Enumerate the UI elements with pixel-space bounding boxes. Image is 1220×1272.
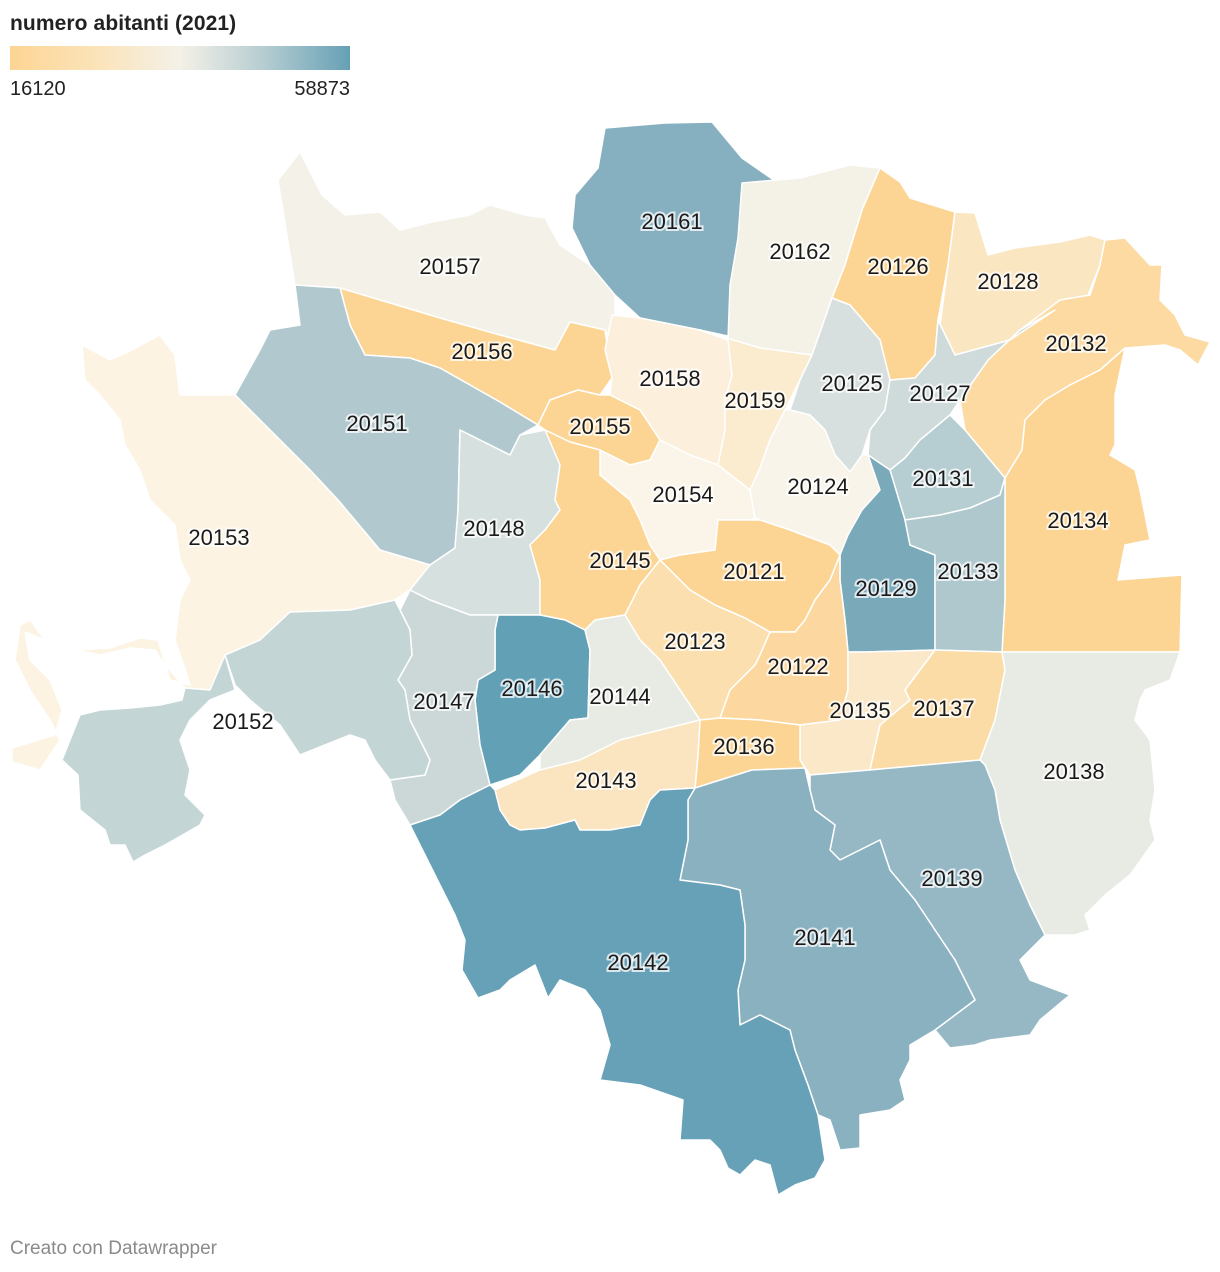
- region-label-20126: 20126: [867, 254, 928, 279]
- legend-max-label: 58873: [294, 78, 350, 100]
- region-label-20143: 20143: [575, 768, 636, 793]
- region-label-20122: 20122: [767, 654, 828, 679]
- region-label-20129: 20129: [855, 576, 916, 601]
- legend: numero abitanti (2021) 16120 58873: [10, 12, 350, 104]
- region-label-20134: 20134: [1047, 508, 1108, 533]
- legend-min-label: 16120: [10, 78, 66, 100]
- region-20142[interactable]: [409, 784, 826, 1196]
- region-label-20155: 20155: [569, 414, 630, 439]
- region-label-20148: 20148: [463, 516, 524, 541]
- region-20122[interactable]: [719, 554, 849, 726]
- region-20153[interactable]: [11, 334, 431, 771]
- region-label-20158: 20158: [639, 366, 700, 391]
- region-label-20145: 20145: [589, 548, 650, 573]
- region-label-20136: 20136: [713, 734, 774, 759]
- region-label-20124: 20124: [787, 474, 848, 499]
- region-label-20139: 20139: [921, 866, 982, 891]
- region-label-20131: 20131: [912, 466, 973, 491]
- region-label-20135: 20135: [829, 698, 890, 723]
- region-label-20141: 20141: [794, 925, 855, 950]
- region-label-20161: 20161: [641, 209, 702, 234]
- footer-credit: Creato con Datawrapper: [10, 1238, 217, 1259]
- region-label-20162: 20162: [769, 239, 830, 264]
- region-label-20128: 20128: [977, 269, 1038, 294]
- region-label-20153: 20153: [188, 525, 249, 550]
- region-label-20142: 20142: [607, 950, 668, 975]
- region-label-20144: 20144: [589, 684, 650, 709]
- region-label-20154: 20154: [652, 482, 713, 507]
- region-label-20127: 20127: [909, 381, 970, 406]
- region-20133[interactable]: [904, 477, 1006, 653]
- region-label-20137: 20137: [913, 696, 974, 721]
- region-label-20121: 20121: [723, 559, 784, 584]
- region-label-20123: 20123: [664, 629, 725, 654]
- region-20152[interactable]: [61, 599, 431, 863]
- region-label-20157: 20157: [419, 254, 480, 279]
- legend-title: numero abitanti (2021): [10, 12, 237, 35]
- region-label-20152: 20152: [212, 709, 273, 734]
- region-label-20133: 20133: [937, 559, 998, 584]
- region-label-20132: 20132: [1045, 331, 1106, 356]
- region-label-20147: 20147: [413, 689, 474, 714]
- postal-code-map: 20157 20161 20162 20126 20128 20132 20156 20151…: [11, 121, 1211, 1196]
- region-label-20146: 20146: [501, 676, 562, 701]
- region-label-20156: 20156: [451, 339, 512, 364]
- region-label-20151: 20151: [346, 411, 407, 436]
- legend-color-scale: [10, 46, 350, 70]
- region-label-20138: 20138: [1043, 759, 1104, 784]
- region-label-20159: 20159: [724, 388, 785, 413]
- region-label-20125: 20125: [821, 371, 882, 396]
